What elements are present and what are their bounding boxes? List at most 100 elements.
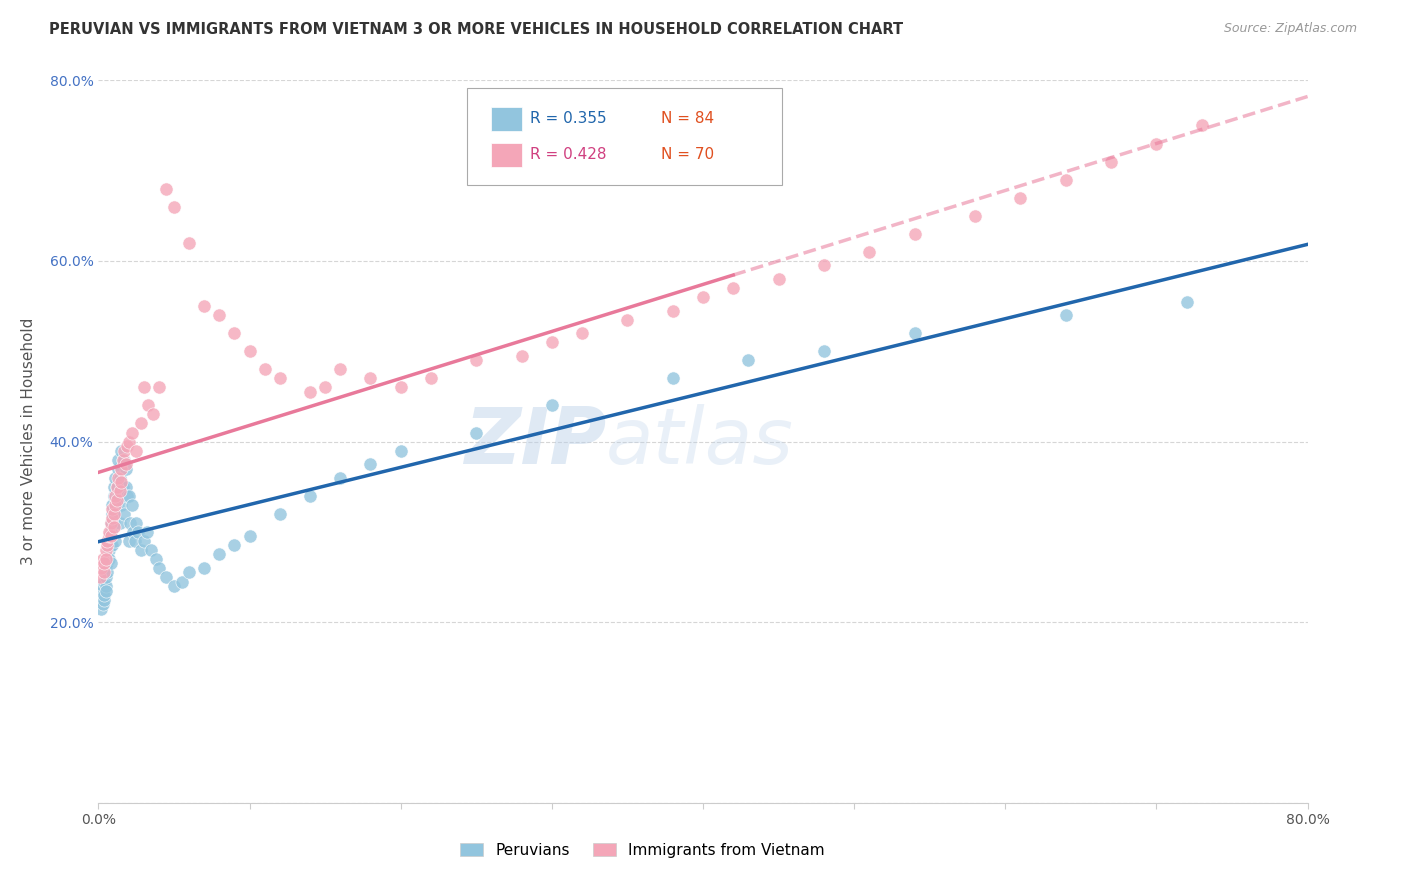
Point	[145, 552, 167, 566]
Point	[813, 259, 835, 273]
Point	[111, 480, 134, 494]
Point	[110, 461, 132, 475]
Point	[108, 471, 131, 485]
Point	[129, 417, 152, 431]
Point	[142, 408, 165, 422]
Point	[122, 524, 145, 539]
Point	[813, 344, 835, 359]
Point	[1054, 308, 1077, 322]
Point	[155, 182, 177, 196]
Text: ZIP: ZIP	[464, 403, 606, 480]
Point	[104, 533, 127, 548]
Point	[208, 308, 231, 322]
Point	[110, 461, 132, 475]
Point	[98, 524, 121, 539]
Point	[329, 362, 352, 376]
Point	[110, 443, 132, 458]
Point	[101, 538, 124, 552]
Point	[90, 561, 112, 575]
Point	[91, 579, 114, 593]
Text: R = 0.355: R = 0.355	[530, 112, 607, 126]
Point	[465, 425, 488, 440]
Point	[1175, 294, 1198, 309]
Point	[723, 281, 745, 295]
Point	[148, 561, 170, 575]
Point	[1010, 191, 1032, 205]
Point	[1144, 136, 1167, 151]
Point	[110, 498, 132, 512]
Point	[94, 561, 117, 575]
Point	[1191, 119, 1213, 133]
Point	[96, 538, 118, 552]
Point	[96, 566, 118, 580]
Point	[98, 533, 121, 548]
Text: Source: ZipAtlas.com: Source: ZipAtlas.com	[1223, 22, 1357, 36]
Point	[135, 524, 157, 539]
Point	[96, 557, 118, 571]
Point	[112, 452, 135, 467]
Point	[96, 533, 118, 548]
Point	[101, 511, 124, 525]
Point	[107, 461, 129, 475]
Point	[571, 326, 593, 340]
Text: N = 70: N = 70	[661, 147, 714, 162]
Point	[965, 209, 987, 223]
Point	[299, 384, 322, 399]
Point	[105, 498, 128, 512]
Point	[115, 489, 138, 503]
Point	[179, 566, 201, 580]
Point	[89, 570, 111, 584]
Point	[141, 542, 163, 557]
Text: atlas: atlas	[606, 403, 794, 480]
Point	[120, 516, 142, 530]
Point	[103, 507, 125, 521]
Point	[98, 552, 121, 566]
Point	[100, 538, 122, 552]
Point	[314, 380, 336, 394]
Point	[110, 475, 132, 490]
Point	[170, 574, 193, 589]
Point	[208, 548, 231, 562]
Point	[904, 227, 927, 241]
Point	[118, 434, 141, 449]
Point	[510, 349, 533, 363]
Point	[125, 443, 148, 458]
FancyBboxPatch shape	[467, 87, 782, 185]
Point	[90, 601, 112, 615]
Point	[124, 533, 146, 548]
Point	[112, 443, 135, 458]
Point	[111, 452, 134, 467]
Point	[93, 574, 115, 589]
Point	[114, 461, 136, 475]
Point	[224, 326, 246, 340]
Point	[90, 592, 112, 607]
Point	[858, 244, 880, 259]
Point	[329, 471, 352, 485]
Point	[179, 235, 201, 250]
Point	[103, 520, 125, 534]
Point	[105, 480, 128, 494]
Point	[103, 480, 125, 494]
Point	[125, 516, 148, 530]
Point	[96, 552, 118, 566]
FancyBboxPatch shape	[492, 143, 522, 167]
Point	[193, 561, 215, 575]
Point	[94, 570, 117, 584]
Point	[91, 597, 114, 611]
Point	[104, 489, 127, 503]
Point	[94, 542, 117, 557]
Point	[114, 457, 136, 471]
Text: PERUVIAN VS IMMIGRANTS FROM VIETNAM 3 OR MORE VEHICLES IN HOUSEHOLD CORRELATION : PERUVIAN VS IMMIGRANTS FROM VIETNAM 3 OR…	[49, 22, 903, 37]
Point	[768, 272, 790, 286]
Point	[100, 524, 122, 539]
Point	[737, 353, 759, 368]
Point	[118, 533, 141, 548]
Point	[616, 312, 638, 326]
Point	[239, 344, 262, 359]
Point	[661, 371, 683, 385]
Point	[103, 489, 125, 503]
Point	[94, 583, 117, 598]
Point	[107, 489, 129, 503]
Point	[108, 484, 131, 499]
Point	[98, 529, 121, 543]
